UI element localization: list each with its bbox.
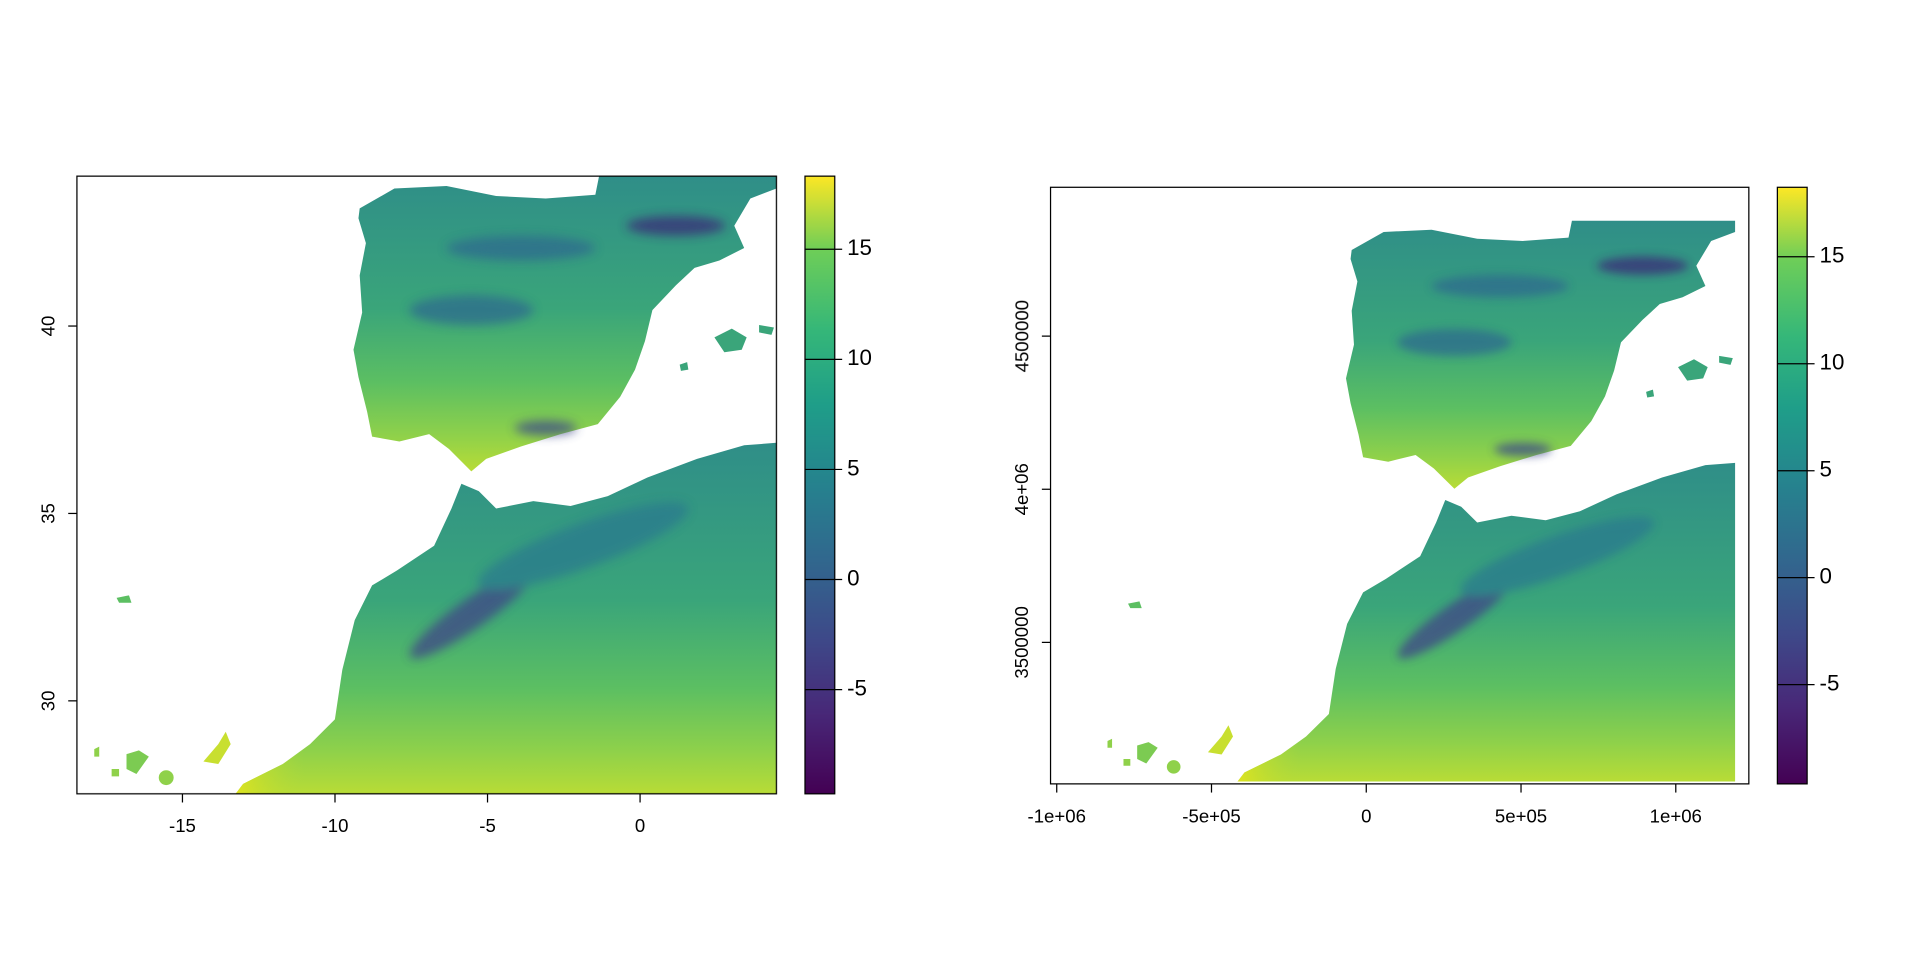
colorbar-tick-label: 5: [1820, 457, 1832, 482]
y-tick-label: 30: [38, 691, 59, 712]
y-tick-label: 4e+06: [1011, 463, 1032, 515]
x-tick-label: 0: [635, 815, 645, 836]
y-tick-label: 4500000: [1011, 300, 1032, 372]
colorbar-tick-label: 10: [847, 345, 872, 370]
x-tick-label: -5e+05: [1182, 805, 1240, 826]
colorbar: [1776, 186, 1808, 785]
colorbar-tick-label: 15: [1820, 243, 1845, 268]
plot-frame: [1049, 186, 1750, 785]
map-panel-1: [76, 175, 836, 795]
plot-frame: [76, 175, 778, 795]
x-tick-label: 0: [1361, 805, 1371, 826]
map-panel-2: [1049, 186, 1808, 785]
colorbar-tick-label: -5: [847, 676, 867, 701]
colorbar-tick-label: 15: [847, 235, 872, 260]
y-tick-label: 35: [38, 503, 59, 524]
colorbar-tick-label: 10: [1820, 350, 1845, 375]
colorbar-tick-label: -5: [1820, 671, 1840, 696]
colorbar: [804, 175, 836, 795]
y-tick-label: 40: [38, 316, 59, 337]
x-tick-label: -5: [479, 815, 496, 836]
x-tick-label: -1e+06: [1028, 805, 1086, 826]
x-tick-label: -15: [169, 815, 196, 836]
colorbar-tick-label: 0: [1820, 564, 1832, 589]
x-tick-label: 1e+06: [1650, 805, 1702, 826]
colorbar-tick-label: 5: [847, 455, 859, 480]
colorbar-tick-label: 0: [847, 565, 859, 590]
x-tick-label: -10: [322, 815, 349, 836]
x-tick-label: 5e+05: [1495, 805, 1547, 826]
y-tick-label: 3500000: [1011, 606, 1032, 678]
